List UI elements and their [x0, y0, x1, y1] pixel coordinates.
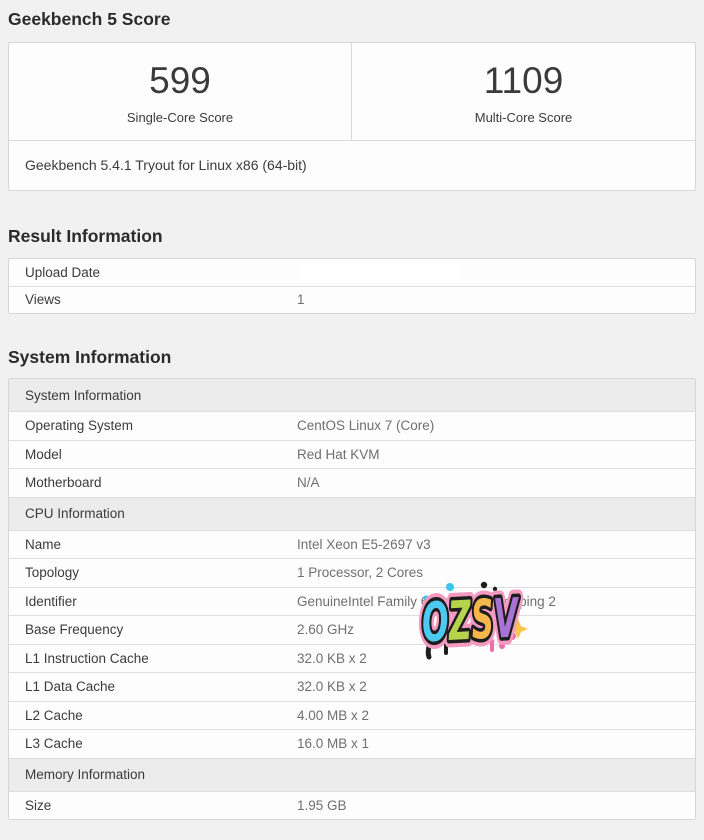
score-section-heading: Geekbench 5 Score	[8, 9, 171, 29]
table-row-l3-cache: L3 Cache 16.0 MB x 1	[9, 729, 695, 758]
row-label: L1 Instruction Cache	[25, 650, 149, 666]
table-row-l1-instruction-cache: L1 Instruction Cache 32.0 KB x 2	[9, 643, 695, 672]
table-subheader-system: System Information	[9, 379, 695, 411]
table-row-upload-date: Upload Date	[9, 259, 695, 286]
row-label: Operating System	[25, 418, 134, 434]
row-label: Identifier	[25, 593, 77, 609]
row-value: GenuineIntel Family 6 Model 63 Stepping …	[297, 593, 556, 609]
table-subheader-memory: Memory Information	[9, 757, 695, 791]
row-value: 16.0 MB x 1	[297, 736, 370, 752]
row-label: L1 Data Cache	[25, 679, 116, 695]
table-row-l2-cache: L2 Cache 4.00 MB x 2	[9, 700, 695, 729]
row-value: Red Hat KVM	[297, 446, 380, 462]
row-label: Views	[25, 292, 61, 308]
row-value: Intel Xeon E5-2697 v3	[297, 536, 431, 552]
subheader-label: Memory Information	[25, 767, 146, 782]
single-core-score-label: Single-Core Score	[126, 109, 234, 125]
score-row: 599 Single-Core Score 1109 Multi-Core Sc…	[9, 43, 695, 140]
row-value: 2.60 GHz	[297, 622, 355, 638]
single-core-score-value: 599	[149, 59, 211, 101]
views-value: 1	[297, 292, 305, 308]
row-label: L2 Cache	[25, 707, 83, 723]
row-value	[297, 263, 679, 281]
benchmark-version-description: Geekbench 5.4.1 Tryout for Linux x86 (64…	[9, 140, 695, 190]
table-row-model: Model Red Hat KVM	[9, 439, 695, 468]
score-card: 599 Single-Core Score 1109 Multi-Core Sc…	[8, 42, 696, 191]
multi-core-score-value: 1109	[483, 59, 564, 101]
table-row-motherboard: Motherboard N/A	[9, 468, 695, 497]
table-row-base-frequency: Base Frequency 2.60 GHz	[9, 615, 695, 644]
table-row-topology: Topology 1 Processor, 2 Cores	[9, 558, 695, 587]
row-value: 1.95 GB	[297, 797, 347, 813]
row-label: Base Frequency	[25, 622, 124, 638]
row-value: N/A	[297, 475, 320, 491]
result-info-table: Upload Date Views 1	[8, 258, 696, 314]
table-row-cpu-name: Name Intel Xeon E5-2697 v3	[9, 529, 695, 558]
row-value: CentOS Linux 7 (Core)	[297, 418, 435, 434]
row-label: Model	[25, 446, 62, 462]
table-row-memory-size: Size 1.95 GB	[9, 790, 695, 819]
row-label: Upload Date	[25, 264, 101, 280]
multi-core-score-label: Multi-Core Score	[474, 109, 573, 125]
row-label: L3 Cache	[25, 736, 83, 752]
row-label: Topology	[25, 565, 80, 581]
page-container: Geekbench 5 Score 599 Single-Core Score …	[0, 9, 704, 820]
row-label: Name	[25, 536, 62, 552]
table-subheader-cpu: CPU Information	[9, 496, 695, 530]
system-info-table: System Information Operating System Cent…	[8, 378, 696, 820]
multi-core-score-cell: 1109 Multi-Core Score	[352, 43, 695, 140]
row-value: 4.00 MB x 2	[297, 707, 370, 723]
table-row-identifier: Identifier GenuineIntel Family 6 Model 6…	[9, 586, 695, 615]
row-value: 32.0 KB x 2	[297, 650, 367, 666]
subheader-label: CPU Information	[25, 506, 125, 521]
table-row-operating-system: Operating System CentOS Linux 7 (Core)	[9, 411, 695, 440]
redacted-upload-date	[297, 263, 459, 280]
geekbench-result-page: { "page": { "score_heading": "Geekbench …	[0, 9, 704, 840]
row-value: 1 Processor, 2 Cores	[297, 565, 424, 581]
result-info-heading: Result Information	[8, 226, 163, 246]
table-row-views: Views 1	[9, 285, 695, 313]
single-core-score-cell: 599 Single-Core Score	[9, 43, 352, 140]
system-info-heading: System Information	[8, 347, 172, 367]
subheader-label: System Information	[25, 387, 142, 403]
row-value: 32.0 KB x 2	[297, 679, 367, 695]
row-label: Size	[25, 797, 52, 813]
table-row-l1-data-cache: L1 Data Cache 32.0 KB x 2	[9, 672, 695, 701]
row-label: Motherboard	[25, 475, 102, 491]
